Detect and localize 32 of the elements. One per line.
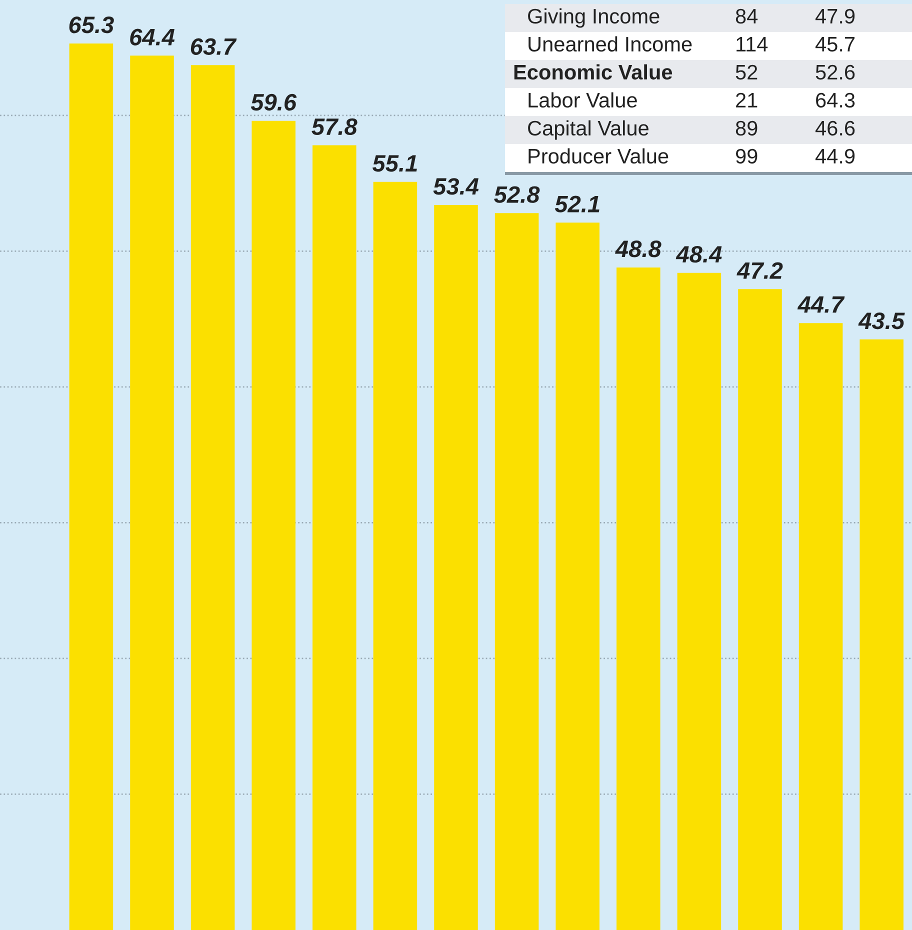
annotation: Economic Value bbox=[514, 64, 672, 80]
data-label: 47.2 bbox=[736, 262, 783, 279]
annotation: 64.3 bbox=[816, 92, 855, 108]
data-label: 59.6 bbox=[250, 94, 297, 111]
data-label: 53.4 bbox=[433, 178, 479, 195]
annotation: 46.6 bbox=[815, 120, 855, 136]
data-label: 55.1 bbox=[372, 155, 417, 172]
annotation: 47.9 bbox=[815, 8, 855, 24]
annotation: 52.6 bbox=[816, 64, 855, 80]
annotation: Producer Value bbox=[528, 148, 668, 164]
data-label: 52.8 bbox=[494, 186, 540, 203]
data-label: 48.8 bbox=[615, 240, 662, 258]
data-label: 48.4 bbox=[676, 246, 722, 263]
data-label: 57.8 bbox=[312, 118, 358, 136]
annotation: 21 bbox=[736, 92, 758, 108]
annotation: 89 bbox=[736, 120, 758, 136]
annotation: Labor Value bbox=[528, 92, 637, 108]
annotation: Unearned Income bbox=[528, 36, 692, 52]
annotation: 44.9 bbox=[815, 148, 855, 164]
annotation: 52 bbox=[736, 64, 758, 80]
data-label: 64.4 bbox=[130, 28, 175, 46]
annotation: 99 bbox=[736, 148, 758, 164]
annotation: 84 bbox=[736, 8, 758, 24]
annotation: 114 bbox=[736, 37, 768, 52]
annotation: Capital Value bbox=[528, 120, 648, 140]
annotation: 45.7 bbox=[815, 37, 854, 52]
annotation: Giving Income bbox=[528, 8, 660, 28]
data-label: 43.5 bbox=[858, 312, 905, 330]
data-label: 52.1 bbox=[554, 196, 600, 212]
data-label: 63.7 bbox=[190, 38, 237, 55]
data-label: 44.7 bbox=[797, 296, 845, 313]
data-label: 65.3 bbox=[69, 16, 114, 34]
